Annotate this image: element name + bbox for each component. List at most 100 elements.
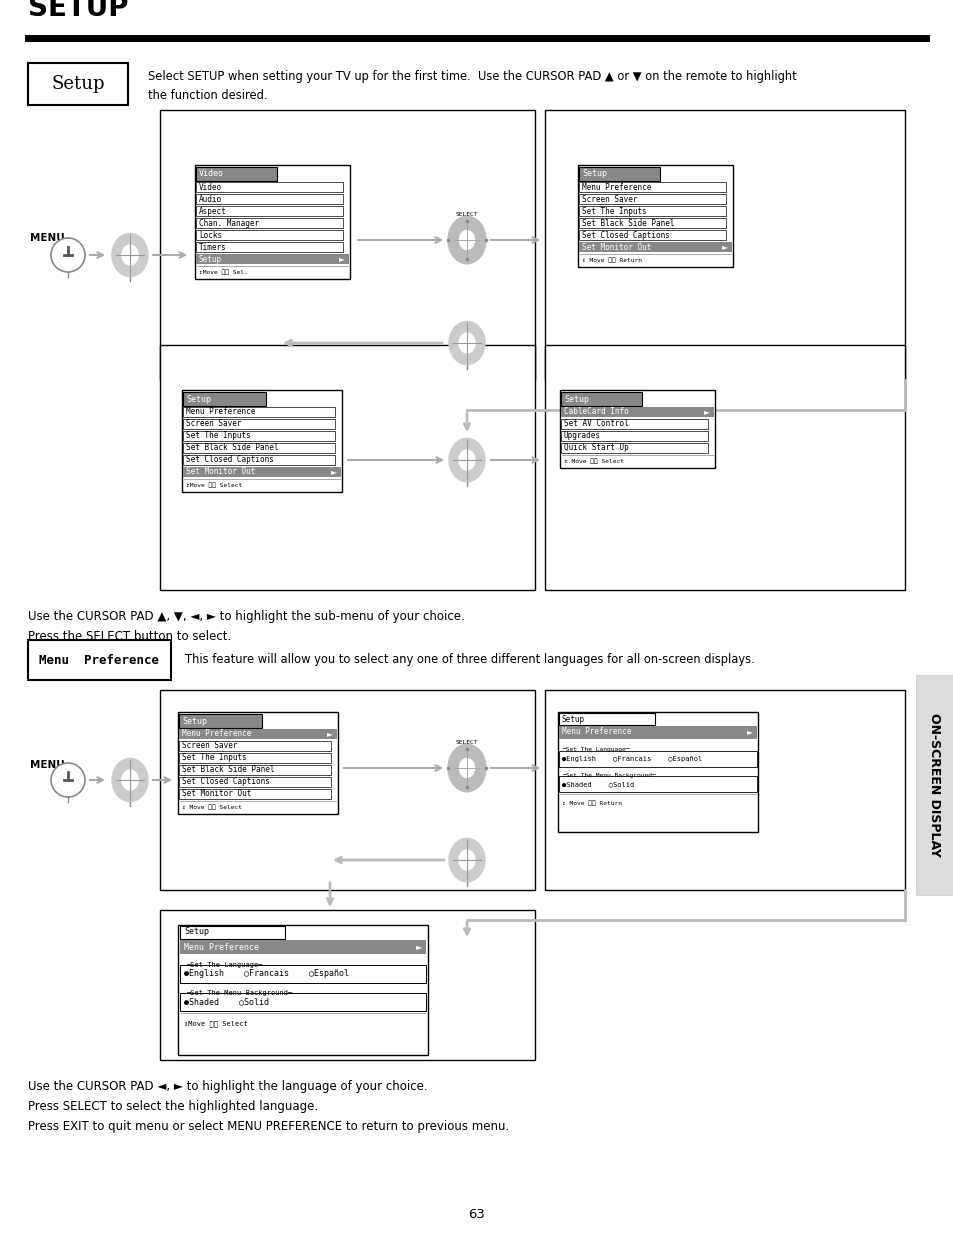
Text: Timers: Timers — [199, 242, 227, 252]
Text: Set Closed Captions: Set Closed Captions — [581, 231, 669, 240]
FancyBboxPatch shape — [195, 219, 343, 228]
Text: 63: 63 — [468, 1209, 485, 1221]
Ellipse shape — [449, 321, 484, 364]
Text: Video: Video — [199, 183, 222, 191]
FancyBboxPatch shape — [544, 110, 904, 380]
Text: Aspect: Aspect — [199, 206, 227, 215]
Text: Setup: Setup — [581, 169, 606, 179]
FancyBboxPatch shape — [560, 408, 713, 417]
FancyBboxPatch shape — [195, 242, 343, 252]
Text: Chan. Manager: Chan. Manager — [199, 219, 259, 227]
Text: ↕Move Ⓞⓔ Sel.: ↕Move Ⓞⓔ Sel. — [199, 269, 248, 275]
FancyBboxPatch shape — [183, 391, 266, 406]
Text: Set Monitor Out: Set Monitor Out — [581, 242, 651, 252]
Text: Screen Saver: Screen Saver — [186, 420, 241, 429]
FancyBboxPatch shape — [195, 167, 276, 182]
FancyBboxPatch shape — [179, 789, 331, 799]
Text: ►: ► — [338, 254, 345, 263]
FancyBboxPatch shape — [578, 219, 725, 228]
Text: ↕Move Ⓞⓔ Select: ↕Move Ⓞⓔ Select — [186, 482, 242, 488]
Text: Setup: Setup — [182, 716, 207, 725]
Text: Set The Inputs: Set The Inputs — [182, 753, 247, 762]
Ellipse shape — [112, 758, 148, 802]
FancyBboxPatch shape — [560, 391, 641, 406]
FancyBboxPatch shape — [559, 390, 714, 468]
Circle shape — [51, 763, 85, 797]
Text: SELECT: SELECT — [456, 212, 477, 217]
Text: Use the CURSOR PAD ◄, ► to highlight the language of your choice.
Press SELECT t: Use the CURSOR PAD ◄, ► to highlight the… — [28, 1079, 509, 1132]
Text: ►: ► — [721, 242, 727, 252]
FancyBboxPatch shape — [179, 729, 336, 739]
Text: Setup: Setup — [199, 254, 222, 263]
FancyBboxPatch shape — [195, 206, 343, 216]
Text: MENU: MENU — [30, 760, 65, 769]
Text: Menu Preference: Menu Preference — [581, 183, 651, 191]
FancyBboxPatch shape — [560, 443, 707, 453]
Text: ●English    ○Francais    ○Español: ●English ○Francais ○Español — [184, 969, 349, 978]
Text: ►: ► — [416, 942, 421, 951]
FancyBboxPatch shape — [560, 419, 707, 429]
Ellipse shape — [449, 839, 484, 882]
Ellipse shape — [122, 771, 138, 790]
Ellipse shape — [459, 758, 474, 778]
Text: SELECT: SELECT — [456, 740, 477, 745]
Text: ↕ Move Ⓞⓔ Select: ↕ Move Ⓞⓔ Select — [182, 804, 242, 810]
Text: Menu  Preference: Menu Preference — [39, 653, 159, 667]
FancyBboxPatch shape — [578, 182, 725, 191]
Text: ●English    ○Francais    ○Español: ●English ○Francais ○Español — [561, 756, 701, 762]
Ellipse shape — [122, 245, 138, 264]
FancyBboxPatch shape — [578, 206, 725, 216]
FancyBboxPatch shape — [183, 467, 340, 477]
FancyBboxPatch shape — [578, 165, 732, 267]
FancyBboxPatch shape — [194, 165, 350, 279]
FancyBboxPatch shape — [179, 714, 262, 727]
Text: Screen Saver: Screen Saver — [182, 741, 237, 751]
Text: ↕ Move Ⓞⓔ Return: ↕ Move Ⓞⓔ Return — [581, 257, 641, 263]
Text: Audio: Audio — [199, 194, 222, 204]
FancyBboxPatch shape — [180, 940, 426, 953]
Text: MENU: MENU — [30, 233, 65, 243]
Circle shape — [51, 238, 85, 272]
FancyBboxPatch shape — [160, 345, 535, 590]
FancyBboxPatch shape — [183, 408, 335, 417]
Text: ↕ Move Ⓞⓔ Return: ↕ Move Ⓞⓔ Return — [561, 800, 621, 805]
FancyBboxPatch shape — [195, 230, 343, 240]
Text: ↕ Move Ⓞⓔ Select: ↕ Move Ⓞⓔ Select — [563, 458, 623, 464]
Text: Video: Video — [199, 169, 224, 179]
Text: Menu Preference: Menu Preference — [186, 408, 255, 416]
Text: Set Black Side Panel: Set Black Side Panel — [581, 219, 674, 227]
Text: Set The Inputs: Set The Inputs — [186, 431, 251, 441]
Text: ─Set The Language─: ─Set The Language─ — [186, 962, 262, 968]
FancyBboxPatch shape — [28, 640, 171, 680]
Text: ─Set The Language─: ─Set The Language─ — [561, 747, 629, 752]
Text: Locks: Locks — [199, 231, 222, 240]
FancyBboxPatch shape — [544, 345, 904, 590]
Text: Set The Inputs: Set The Inputs — [581, 206, 646, 215]
FancyBboxPatch shape — [180, 926, 285, 939]
FancyBboxPatch shape — [558, 713, 758, 832]
Ellipse shape — [459, 231, 474, 249]
Ellipse shape — [448, 216, 485, 264]
FancyBboxPatch shape — [195, 182, 343, 191]
FancyBboxPatch shape — [195, 254, 349, 264]
Text: ●Shaded    ○Solid: ●Shaded ○Solid — [184, 998, 269, 1007]
FancyBboxPatch shape — [179, 764, 331, 776]
Ellipse shape — [448, 745, 485, 792]
Ellipse shape — [458, 850, 475, 869]
Text: Select SETUP when setting your TV up for the first time.  Use the CURSOR PAD ▲ o: Select SETUP when setting your TV up for… — [148, 70, 796, 103]
Text: Set Black Side Panel: Set Black Side Panel — [186, 443, 278, 452]
Ellipse shape — [458, 450, 475, 469]
Ellipse shape — [449, 438, 484, 482]
FancyBboxPatch shape — [180, 965, 426, 983]
FancyBboxPatch shape — [178, 925, 428, 1055]
Text: Use the CURSOR PAD ▲, ▼, ◄, ► to highlight the sub-menu of your choice.
Press th: Use the CURSOR PAD ▲, ▼, ◄, ► to highlig… — [28, 610, 464, 643]
FancyBboxPatch shape — [558, 726, 757, 739]
Text: Menu Preference: Menu Preference — [184, 942, 258, 951]
FancyBboxPatch shape — [180, 993, 426, 1011]
FancyBboxPatch shape — [558, 751, 757, 767]
Text: Set Closed Captions: Set Closed Captions — [182, 778, 270, 787]
FancyBboxPatch shape — [179, 741, 331, 751]
Ellipse shape — [112, 233, 148, 277]
FancyBboxPatch shape — [578, 242, 731, 252]
FancyBboxPatch shape — [179, 777, 331, 787]
